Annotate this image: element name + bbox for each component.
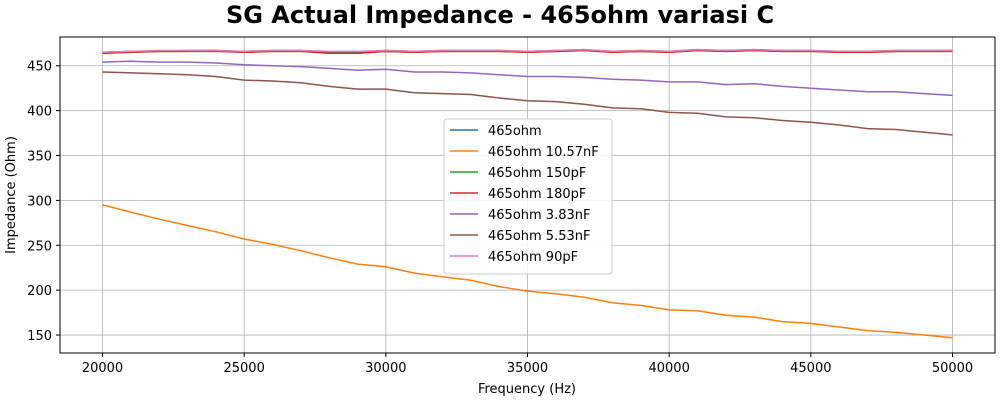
y-tick-label: 300 <box>27 194 52 209</box>
grid-layer <box>60 37 995 353</box>
y-tick-label: 400 <box>27 105 52 120</box>
x-tick-label: 45000 <box>790 361 831 376</box>
legend-entry: 465ohm 180pF <box>488 187 586 202</box>
x-tick-label: 20000 <box>82 361 123 376</box>
legend: 465ohm 465ohm 10.57nF 465ohm 150pF 465ohm 1… <box>443 118 613 275</box>
series-line-5 <box>102 71 953 136</box>
x-tick-label: 25000 <box>223 361 264 376</box>
legend-box <box>443 118 613 275</box>
tick-layer: 20000 25000 30000 35000 40000 45000 50000 150 20… <box>27 60 973 376</box>
x-tick-label: 40000 <box>648 361 689 376</box>
series-layer <box>102 48 953 339</box>
legend-entry: 465ohm 5.53nF <box>488 229 590 244</box>
chart-title: SG Actual Impedance - 465ohm variasi C <box>226 1 774 29</box>
legend-entry: 465ohm 3.83nF <box>488 208 590 223</box>
y-tick-label: 200 <box>27 284 52 299</box>
legend-entry: 465ohm <box>488 124 542 139</box>
x-tick-label: 30000 <box>365 361 406 376</box>
x-axis-label: Frequency (Hz) <box>478 382 576 397</box>
legend-entry: 465ohm 10.57nF <box>488 145 599 160</box>
y-tick-label: 250 <box>27 239 52 254</box>
y-axis-label: Impedance (Ohm) <box>4 136 19 254</box>
legend-entry: 465ohm 150pF <box>488 166 586 181</box>
y-tick-label: 450 <box>27 60 52 75</box>
series-line-3 <box>102 49 953 54</box>
x-tick-label: 50000 <box>932 361 973 376</box>
series-line-1 <box>102 204 953 339</box>
series-line-4 <box>102 60 953 97</box>
y-tick-label: 350 <box>27 150 52 165</box>
series-line-6 <box>102 48 953 54</box>
x-tick-label: 35000 <box>507 361 548 376</box>
legend-entry: 465ohm 90pF <box>488 250 578 265</box>
y-tick-label: 150 <box>27 329 52 344</box>
